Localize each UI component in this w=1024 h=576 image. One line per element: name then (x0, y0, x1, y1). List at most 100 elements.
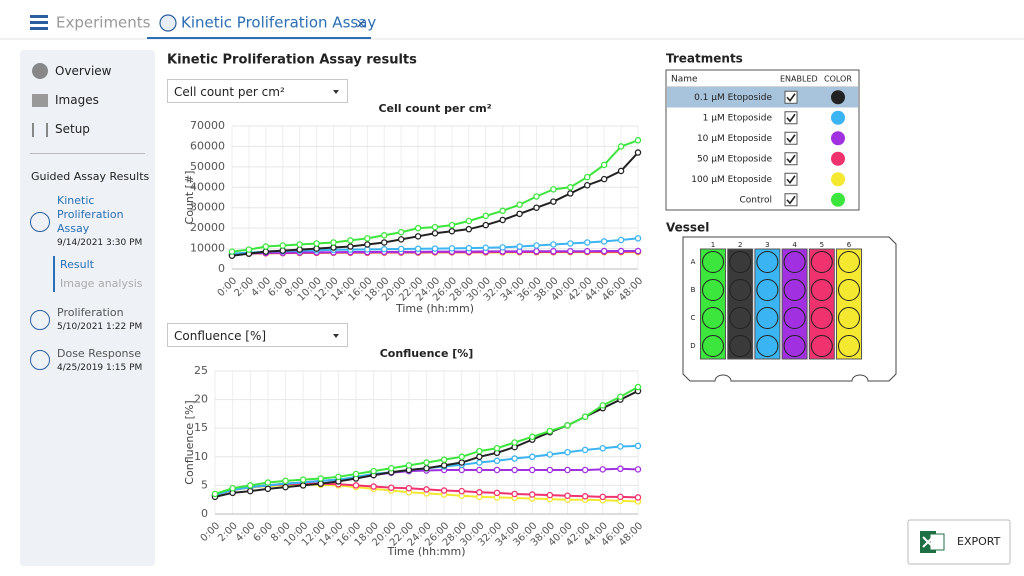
export-label[interactable]: EXPORT (957, 535, 1001, 548)
well[interactable] (702, 335, 724, 357)
checkbox[interactable] (784, 111, 798, 125)
result-item[interactable]: Kinetic Proliferation Assay 9/14/2021 3:… (57, 194, 149, 248)
well[interactable] (756, 335, 779, 357)
well[interactable] (783, 307, 806, 329)
data-point (370, 483, 377, 490)
divider (30, 153, 145, 154)
nav-item[interactable]: Overview (55, 64, 112, 78)
checkbox[interactable] (784, 131, 798, 145)
checkbox[interactable] (784, 193, 798, 207)
y-tick-label: 0 (201, 507, 208, 520)
data-point (599, 444, 607, 452)
well[interactable] (756, 251, 779, 273)
result-date: 9/14/2021 3:30 PM (57, 238, 143, 248)
color-swatch (831, 131, 845, 146)
dropdown[interactable]: Confluence [%] (167, 323, 348, 347)
checkbox[interactable] (784, 172, 798, 186)
well[interactable] (838, 335, 860, 357)
data-point (529, 453, 536, 461)
data-point (533, 204, 540, 211)
data-point (431, 245, 439, 252)
well[interactable] (702, 251, 724, 273)
data-point (493, 489, 501, 497)
well[interactable] (810, 335, 833, 357)
column-label: 1 (711, 241, 715, 249)
chart-title: Cell count per cm² (378, 102, 491, 115)
well[interactable] (702, 307, 724, 329)
checkmark (786, 134, 796, 144)
nav-item[interactable]: Setup (55, 122, 90, 136)
data-point (347, 243, 354, 250)
well[interactable] (810, 307, 833, 329)
data-point (550, 247, 557, 255)
result-title[interactable]: Dose Response (57, 347, 142, 360)
data-point (282, 483, 289, 491)
x-axis-title: Time (hh:mm) (395, 302, 474, 315)
result-date: 4/25/2019 1:15 PM (57, 363, 143, 373)
color-swatch (831, 192, 845, 207)
sub-item[interactable]: Image analysis (60, 277, 143, 290)
well[interactable] (729, 335, 752, 357)
data-point (634, 137, 642, 144)
row-label: B (691, 286, 696, 294)
data-point (228, 248, 236, 255)
dropdown[interactable]: Cell count per cm² (167, 79, 348, 103)
column-label: 2 (738, 241, 742, 249)
data-point (211, 490, 219, 498)
row-label: D (690, 342, 695, 350)
result-item[interactable]: Proliferation 5/10/2021 1:22 PM (57, 306, 149, 332)
well[interactable] (756, 279, 779, 301)
well[interactable] (729, 279, 752, 301)
data-point (458, 459, 465, 466)
well[interactable] (810, 251, 833, 273)
well[interactable] (702, 279, 724, 301)
data-point (564, 492, 571, 499)
well[interactable] (783, 279, 806, 301)
checkbox[interactable] (784, 152, 798, 166)
well[interactable] (729, 307, 752, 329)
well[interactable] (729, 251, 752, 273)
well[interactable] (838, 251, 860, 273)
tab-title[interactable]: Kinetic Proliferation Assay (181, 14, 376, 32)
nav-item[interactable]: Images (55, 93, 99, 107)
menu-icon[interactable] (30, 15, 48, 30)
data-point (493, 457, 501, 465)
well[interactable] (810, 279, 833, 301)
menu-label[interactable]: Experiments (56, 14, 151, 32)
y-tick-label: 20 (194, 393, 208, 406)
data-point (617, 465, 624, 473)
data-point (516, 243, 523, 250)
y-tick-label: 0 (218, 262, 225, 275)
data-point (313, 245, 320, 252)
data-point (335, 473, 342, 481)
treatment-name: 50 µM Etoposide (697, 154, 773, 164)
data-point (405, 462, 413, 469)
sub-item[interactable]: Result (60, 258, 94, 271)
y-tick-label: 10000 (190, 242, 225, 255)
data-point (476, 453, 483, 461)
column-label: 3 (765, 241, 769, 249)
data-point (458, 453, 465, 461)
data-point (431, 229, 439, 237)
data-point (476, 489, 483, 496)
checkbox[interactable] (784, 90, 798, 104)
well[interactable] (838, 279, 860, 301)
data-point (387, 484, 395, 491)
data-point (546, 466, 554, 474)
data-point (264, 485, 272, 493)
y-tick-label: 30000 (190, 201, 225, 214)
data-point (423, 464, 430, 472)
well[interactable] (838, 307, 860, 329)
data-point (533, 193, 540, 200)
well[interactable] (783, 251, 806, 273)
data-point (352, 470, 360, 478)
result-title[interactable]: Proliferation (57, 306, 124, 319)
tab-close[interactable]: × (355, 16, 367, 32)
data-point (330, 244, 337, 251)
result-item[interactable]: Dose Response 4/25/2019 1:15 PM (57, 347, 149, 373)
well[interactable] (756, 307, 779, 329)
data-point (440, 487, 448, 494)
data-point (511, 455, 518, 462)
result-title[interactable]: Kinetic Proliferation Assay (57, 194, 124, 235)
well[interactable] (783, 335, 806, 357)
